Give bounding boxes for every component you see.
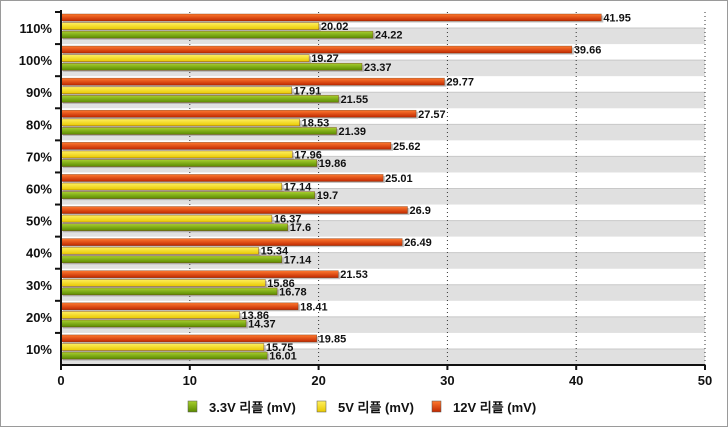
category-label: 50% — [26, 214, 52, 229]
data-label: 29.77 — [446, 77, 474, 89]
bar-12V-50% — [60, 206, 408, 214]
category-label: 100% — [19, 53, 53, 68]
bar-12V-30% — [60, 270, 339, 279]
x-tick-label: 10 — [183, 373, 197, 388]
bar-5V-40% — [60, 246, 259, 255]
data-label: 17.96 — [294, 149, 322, 161]
bar-5V-20% — [60, 311, 240, 319]
bar-5V-30% — [60, 279, 266, 287]
category-label: 20% — [26, 310, 52, 325]
data-label: 13.86 — [242, 310, 270, 322]
bar-3.3V-10% — [60, 351, 268, 360]
bar-3.3V-40% — [60, 255, 283, 264]
data-label: 24.22 — [375, 30, 403, 42]
bar-12V-70% — [60, 142, 392, 150]
bar-5V-70% — [60, 150, 293, 159]
data-label: 21.55 — [341, 94, 369, 106]
bar-3.3V-60% — [60, 191, 316, 199]
bar-12V-90% — [60, 77, 445, 86]
data-label: 17.91 — [294, 85, 322, 97]
legend-label: 5V 리플 (mV) — [338, 400, 414, 415]
legend-label: 3.3V 리플 (mV) — [209, 400, 296, 415]
bar-12V-80% — [60, 109, 417, 118]
category-label: 40% — [26, 246, 52, 261]
data-label: 18.41 — [300, 301, 328, 313]
data-label: 17.14 — [284, 182, 312, 194]
data-label: 39.66 — [574, 45, 602, 57]
bar-5V-10% — [60, 343, 265, 351]
bar-12V-10% — [60, 334, 317, 343]
data-label: 25.01 — [385, 173, 413, 185]
bar-3.3V-50% — [60, 223, 288, 232]
data-label: 26.9 — [409, 205, 430, 217]
x-tick-label: 20 — [311, 373, 325, 388]
bar-12V-60% — [60, 174, 384, 182]
bar-5V-50% — [60, 214, 273, 223]
bar-5V-80% — [60, 118, 300, 127]
bar-12V-40% — [60, 238, 403, 246]
data-label: 15.34 — [261, 246, 289, 258]
category-label: 60% — [26, 182, 52, 197]
bar-5V-110% — [60, 22, 320, 30]
category-label: 90% — [26, 85, 52, 100]
bar-12V-110% — [60, 13, 602, 22]
data-label: 17.6 — [290, 222, 311, 234]
bar-3.3V-90% — [60, 95, 339, 103]
data-label: 15.75 — [266, 342, 294, 354]
legend-swatch — [431, 400, 442, 413]
bar-3.3V-30% — [60, 287, 278, 296]
data-label: 19.7 — [317, 190, 338, 202]
legend-label: 12V 리플 (mV) — [453, 400, 536, 415]
data-label: 14.37 — [248, 319, 276, 331]
category-label: 110% — [19, 21, 52, 36]
data-label: 20.02 — [321, 21, 349, 33]
category-label: 30% — [26, 278, 52, 293]
category-label: 10% — [26, 342, 52, 357]
data-label: 16.01 — [269, 351, 297, 363]
bar-5V-100% — [60, 54, 310, 62]
bar-3.3V-100% — [60, 62, 363, 71]
data-label: 41.95 — [603, 13, 631, 25]
data-label: 23.37 — [364, 62, 392, 74]
bar-12V-20% — [60, 302, 299, 311]
bar-3.3V-20% — [60, 319, 247, 328]
data-label: 27.57 — [418, 109, 446, 121]
data-label: 18.53 — [302, 117, 330, 129]
legend-swatch — [187, 400, 198, 413]
data-label: 16.37 — [274, 214, 302, 226]
x-tick-label: 0 — [57, 373, 64, 388]
data-label: 17.14 — [284, 254, 312, 266]
data-label: 19.86 — [319, 158, 347, 170]
data-label: 21.39 — [339, 126, 367, 138]
data-label: 19.27 — [311, 53, 339, 65]
category-label: 70% — [26, 149, 52, 164]
x-tick-label: 40 — [569, 373, 583, 388]
data-label: 16.78 — [279, 286, 307, 298]
x-tick-label: 50 — [698, 373, 712, 388]
data-label: 25.62 — [393, 141, 421, 153]
category-label: 80% — [26, 117, 52, 132]
bar-3.3V-80% — [60, 127, 337, 135]
data-label: 26.49 — [404, 237, 432, 249]
data-label: 15.86 — [267, 278, 295, 290]
x-tick-label: 30 — [440, 373, 454, 388]
bar-12V-100% — [60, 45, 573, 54]
data-label: 21.53 — [340, 269, 368, 281]
bar-5V-90% — [60, 86, 292, 95]
bar-3.3V-110% — [60, 30, 374, 39]
bar-3.3V-70% — [60, 159, 318, 167]
data-label: 19.85 — [319, 333, 347, 345]
legend-swatch — [316, 400, 327, 413]
bar-5V-60% — [60, 182, 283, 191]
